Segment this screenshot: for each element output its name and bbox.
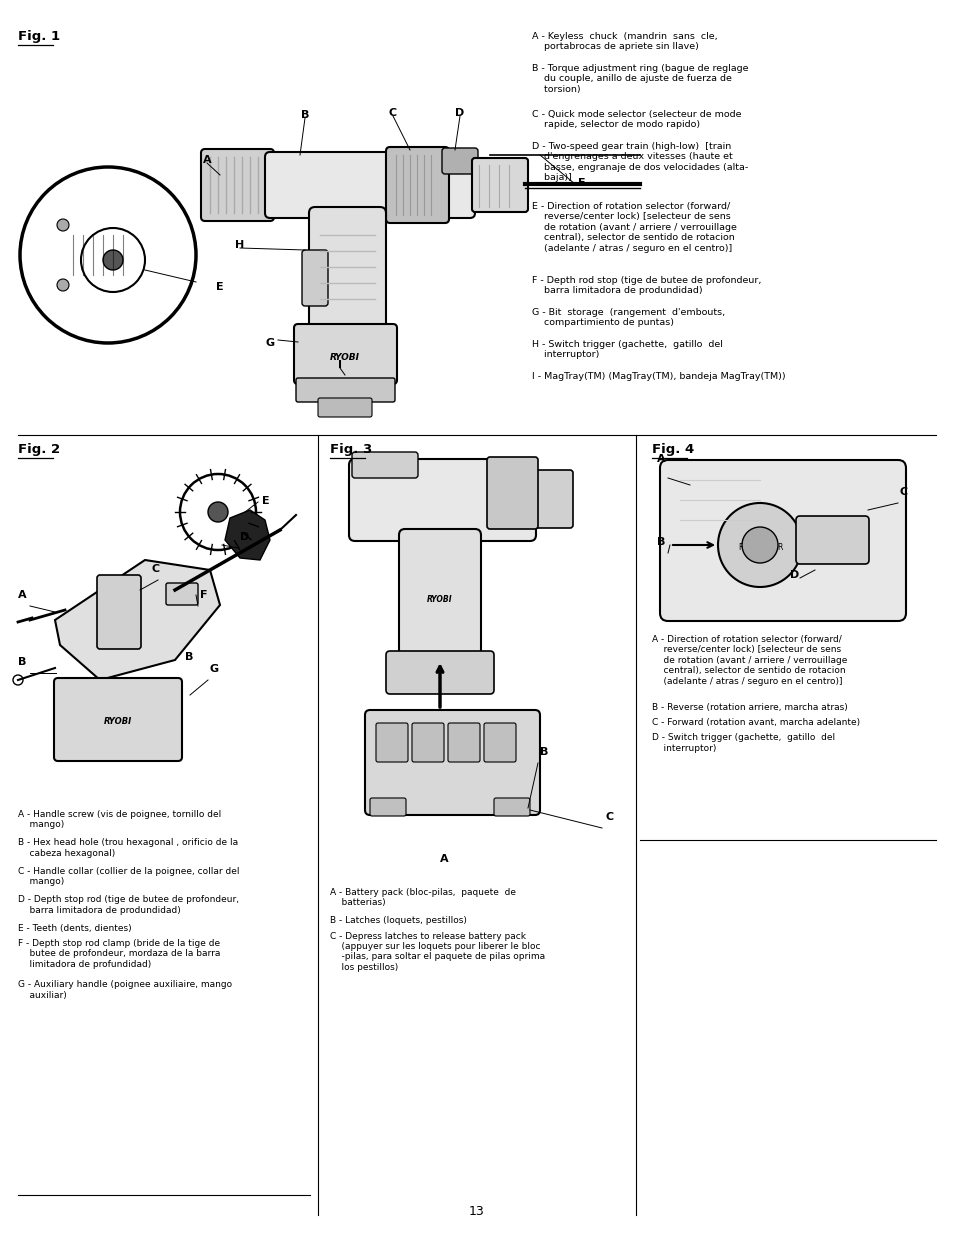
- Text: B: B: [657, 537, 664, 547]
- Text: B: B: [300, 110, 309, 120]
- Text: B - Hex head hole (trou hexagonal , orificio de la
    cabeza hexagonal): B - Hex head hole (trou hexagonal , orif…: [18, 839, 238, 858]
- Text: H: H: [235, 240, 244, 249]
- Text: F - Depth stop rod clamp (bride de la tige de
    butee de profondeur, mordaza d: F - Depth stop rod clamp (bride de la ti…: [18, 939, 220, 968]
- Circle shape: [718, 503, 801, 587]
- Text: A - Direction of rotation selector (forward/
    reverse/center lock) [selecteur: A - Direction of rotation selector (forw…: [651, 635, 846, 685]
- Text: A: A: [657, 454, 665, 464]
- Text: C - Depress latches to release battery pack
    (appuyer sur les loquets pour li: C - Depress latches to release battery p…: [330, 931, 544, 972]
- FancyBboxPatch shape: [349, 459, 536, 541]
- FancyBboxPatch shape: [295, 378, 395, 403]
- FancyBboxPatch shape: [317, 398, 372, 417]
- FancyBboxPatch shape: [370, 798, 406, 816]
- FancyBboxPatch shape: [386, 147, 449, 224]
- Text: B: B: [539, 747, 548, 757]
- FancyBboxPatch shape: [483, 722, 516, 762]
- Text: F: F: [200, 590, 208, 600]
- Polygon shape: [55, 559, 220, 680]
- FancyBboxPatch shape: [265, 152, 475, 219]
- Text: D - Depth stop rod (tige de butee de profondeur,
    barra limitadora de prodund: D - Depth stop rod (tige de butee de pro…: [18, 895, 239, 915]
- FancyBboxPatch shape: [352, 452, 417, 478]
- FancyBboxPatch shape: [441, 148, 477, 174]
- Text: D: D: [455, 107, 464, 119]
- Text: G - Bit  storage  (rangement  d'embouts,
    compartimiento de puntas): G - Bit storage (rangement d'embouts, co…: [532, 308, 724, 327]
- Text: I: I: [337, 359, 341, 370]
- Circle shape: [208, 501, 228, 522]
- Circle shape: [103, 249, 123, 270]
- FancyBboxPatch shape: [472, 158, 527, 212]
- Text: B - Torque adjustment ring (bague de reglage
    du couple, anillo de ajuste de : B - Torque adjustment ring (bague de reg…: [532, 64, 748, 94]
- FancyBboxPatch shape: [486, 457, 537, 529]
- FancyBboxPatch shape: [494, 798, 530, 816]
- Text: Fig. 3: Fig. 3: [330, 443, 372, 456]
- Text: D: D: [240, 532, 249, 542]
- Text: B: B: [185, 652, 193, 662]
- Text: D - Switch trigger (gachette,  gatillo  del
    interruptor): D - Switch trigger (gachette, gatillo de…: [651, 734, 834, 753]
- Text: D: D: [789, 571, 799, 580]
- FancyBboxPatch shape: [294, 324, 396, 384]
- Text: G: G: [265, 338, 274, 348]
- FancyBboxPatch shape: [386, 651, 494, 694]
- Text: C - Forward (rotation avant, marcha adelante): C - Forward (rotation avant, marcha adel…: [651, 719, 860, 727]
- Text: B - Reverse (rotation arriere, marcha atras): B - Reverse (rotation arriere, marcha at…: [651, 703, 847, 713]
- Circle shape: [57, 219, 69, 231]
- Text: A: A: [18, 590, 27, 600]
- Text: G - Auxiliary handle (poignee auxiliaire, mango
    auxiliar): G - Auxiliary handle (poignee auxiliaire…: [18, 981, 232, 1000]
- Text: F: F: [737, 542, 741, 552]
- Text: A - Handle screw (vis de poignee, tornillo del
    mango): A - Handle screw (vis de poignee, tornil…: [18, 810, 221, 830]
- FancyBboxPatch shape: [166, 583, 198, 605]
- FancyBboxPatch shape: [201, 149, 274, 221]
- FancyBboxPatch shape: [398, 529, 480, 661]
- Text: H - Switch trigger (gachette,  gatillo  del
    interruptor): H - Switch trigger (gachette, gatillo de…: [532, 340, 722, 359]
- FancyBboxPatch shape: [412, 722, 443, 762]
- Text: F - Depth rod stop (tige de butee de profondeur,
    barra limitadora de prodund: F - Depth rod stop (tige de butee de pro…: [532, 275, 760, 295]
- Text: D - Two-speed gear train (high-low)  [train
    d'engrenages a deux vitesses (ha: D - Two-speed gear train (high-low) [tra…: [532, 142, 747, 183]
- Text: B: B: [18, 657, 27, 667]
- Text: Fig. 4: Fig. 4: [651, 443, 694, 456]
- Text: 13: 13: [469, 1205, 484, 1218]
- FancyBboxPatch shape: [309, 207, 386, 333]
- FancyBboxPatch shape: [97, 576, 141, 650]
- Text: E - Direction of rotation selector (forward/
    reverse/center lock) [selecteur: E - Direction of rotation selector (forw…: [532, 203, 736, 253]
- Text: R: R: [777, 542, 781, 552]
- Circle shape: [57, 279, 69, 291]
- FancyBboxPatch shape: [659, 459, 905, 621]
- Text: C - Quick mode selector (selecteur de mode
    rapide, selector de modo rapido): C - Quick mode selector (selecteur de mo…: [532, 110, 740, 130]
- Text: I - MagTray(TM) (MagTray(TM), bandeja MagTray(TM)): I - MagTray(TM) (MagTray(TM), bandeja Ma…: [532, 372, 785, 382]
- Text: RYOBI: RYOBI: [427, 595, 453, 604]
- Text: F: F: [578, 178, 585, 188]
- FancyBboxPatch shape: [795, 516, 868, 564]
- Polygon shape: [225, 510, 270, 559]
- FancyBboxPatch shape: [526, 471, 573, 529]
- Text: C: C: [899, 487, 907, 496]
- Text: C: C: [152, 564, 160, 574]
- Text: A - Keyless  chuck  (mandrin  sans  cle,
    portabrocas de apriete sin llave): A - Keyless chuck (mandrin sans cle, por…: [532, 32, 717, 52]
- Text: E: E: [262, 496, 270, 506]
- Text: RYOBI: RYOBI: [104, 718, 132, 726]
- FancyBboxPatch shape: [302, 249, 328, 306]
- FancyBboxPatch shape: [448, 722, 479, 762]
- FancyBboxPatch shape: [365, 710, 539, 815]
- Text: A: A: [202, 156, 212, 165]
- Text: B - Latches (loquets, pestillos): B - Latches (loquets, pestillos): [330, 916, 466, 925]
- Text: C: C: [605, 811, 614, 823]
- Text: Fig. 2: Fig. 2: [18, 443, 60, 456]
- Text: A: A: [439, 853, 448, 864]
- Text: RYOBI: RYOBI: [330, 352, 359, 362]
- Text: E - Teeth (dents, dientes): E - Teeth (dents, dientes): [18, 924, 132, 932]
- Text: C: C: [389, 107, 396, 119]
- Text: G: G: [210, 664, 219, 674]
- Text: Fig. 1: Fig. 1: [18, 30, 60, 43]
- FancyBboxPatch shape: [375, 722, 408, 762]
- Text: A - Battery pack (bloc-pilas,  paquete  de
    batterias): A - Battery pack (bloc-pilas, paquete de…: [330, 888, 516, 908]
- Text: C - Handle collar (collier de la poignee, collar del
    mango): C - Handle collar (collier de la poignee…: [18, 867, 239, 887]
- Text: E: E: [216, 282, 224, 291]
- FancyBboxPatch shape: [54, 678, 182, 761]
- Circle shape: [741, 527, 778, 563]
